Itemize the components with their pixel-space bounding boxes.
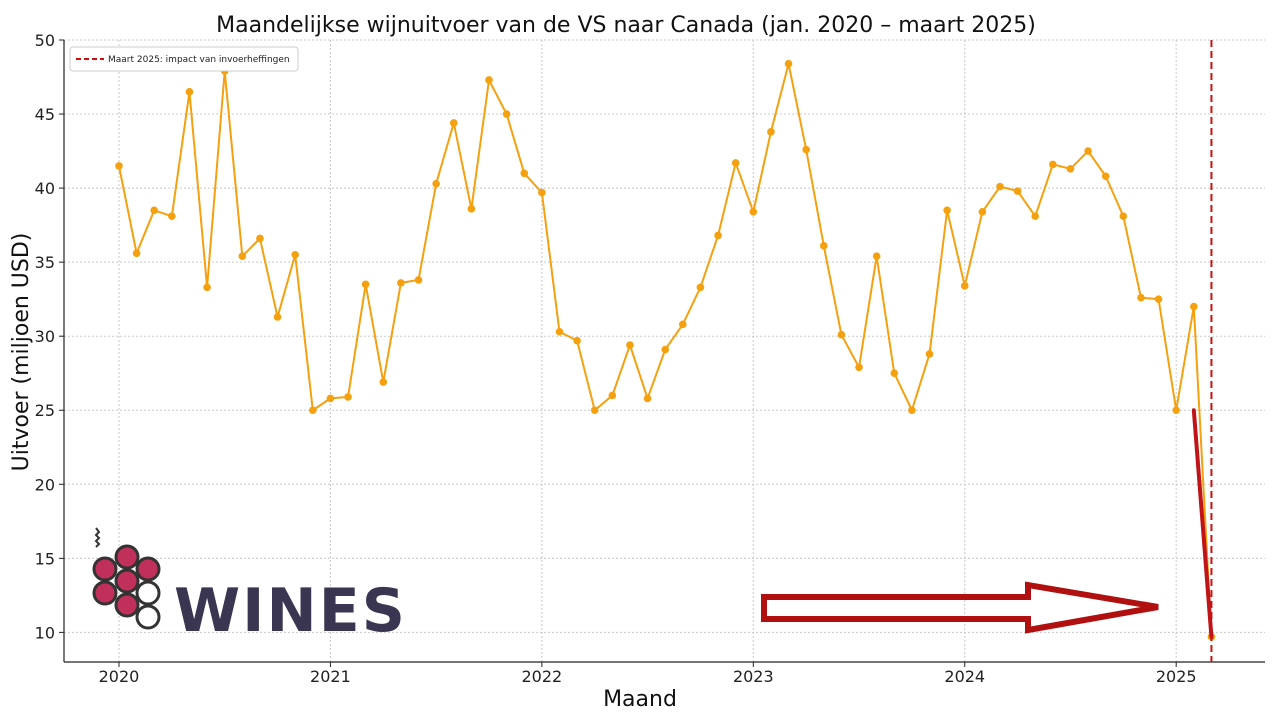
data-point: [784, 59, 793, 68]
grid: [64, 39, 1265, 662]
drop-highlight-line: [1191, 408, 1214, 639]
data-point: [467, 205, 476, 213]
data-point: [203, 283, 211, 292]
y-tick-label: 30: [35, 327, 55, 346]
data-point: [872, 252, 881, 261]
data-point: [608, 391, 617, 400]
data-point: [590, 406, 599, 415]
data-point: [150, 206, 159, 215]
data-point: [573, 336, 581, 345]
data-point: [1031, 212, 1040, 221]
x-tick-label: 2023: [733, 667, 774, 686]
x-axis-label: Maand: [603, 687, 677, 712]
data-point: [837, 330, 846, 339]
data-point: [1190, 302, 1198, 311]
right-arrow-icon: [761, 581, 1159, 634]
data-point: [432, 179, 440, 188]
x-tick-label: 2025: [1156, 667, 1197, 686]
grape-cluster-icon: [92, 544, 161, 630]
data-point: [538, 188, 546, 197]
data-point: [819, 242, 828, 250]
data-point: [1066, 165, 1075, 173]
data-point: [696, 283, 705, 292]
chart-title: Maandelijkse wijnuitvoer van de VS naar …: [216, 13, 1036, 38]
wines-logo: WINES: [92, 527, 407, 646]
data-point: [344, 393, 352, 401]
data-point: [1013, 187, 1022, 195]
data-point: [714, 231, 722, 240]
logo-text: WINES: [174, 576, 407, 646]
data-point: [1119, 212, 1128, 221]
x-tick-label: 2024: [944, 667, 985, 686]
y-axis-ticks: 10 15 20 25 30 35 40 45 50: [35, 31, 64, 642]
y-tick-label: 35: [35, 253, 55, 272]
drop-highlight: [1191, 408, 1214, 639]
y-tick-label: 25: [35, 401, 55, 420]
y-tick-label: 40: [35, 179, 55, 198]
data-point: [379, 378, 388, 386]
x-axis-ticks: 2020 2021 2022 2023 2024 2025: [99, 662, 1197, 686]
data-point: [749, 207, 758, 216]
data-point: [890, 369, 899, 378]
data-point: [978, 207, 987, 216]
data-point: [1101, 172, 1110, 181]
data-point: [908, 406, 916, 415]
data-point: [414, 276, 423, 284]
y-tick-label: 50: [35, 31, 55, 50]
data-point: [943, 206, 951, 215]
data-point: [767, 128, 775, 136]
series-group: [115, 59, 1216, 641]
y-tick-label: 20: [35, 475, 55, 494]
data-point: [449, 119, 458, 127]
data-point: [308, 406, 317, 415]
data-point: [679, 320, 687, 329]
data-point: [855, 363, 863, 372]
data-point: [996, 182, 1004, 191]
y-tick-label: 45: [35, 105, 55, 124]
data-point: [802, 145, 810, 154]
data-point: [1084, 147, 1092, 155]
data-point: [925, 350, 934, 358]
x-tick-label: 2020: [99, 667, 140, 686]
y-tick-label: 15: [35, 549, 55, 568]
data-point: [256, 234, 264, 243]
legend: Maart 2025: impact van invoerheffingen: [69, 46, 299, 72]
x-tick-label: 2021: [310, 667, 351, 686]
data-point: [520, 169, 529, 178]
x-tick-label: 2022: [522, 667, 563, 686]
data-point: [960, 282, 969, 290]
data-point: [291, 250, 299, 259]
data-point: [273, 313, 282, 321]
data-point: [168, 212, 176, 221]
data-point: [1154, 295, 1163, 303]
data-point: [485, 76, 493, 84]
grape-stem-icon: [94, 527, 101, 548]
legend-entry-tariff: Maart 2025: impact van invoerheffingen: [108, 55, 290, 65]
data-point: [555, 327, 564, 336]
data-point: [643, 394, 652, 403]
data-point: [1137, 293, 1145, 302]
data-point: [132, 249, 141, 258]
data-point: [1049, 160, 1057, 169]
data-point: [115, 162, 123, 170]
data-point: [661, 345, 670, 354]
data-point: [361, 280, 370, 289]
data-point: [731, 159, 740, 167]
data-point: [185, 88, 194, 96]
data-point: [326, 394, 335, 403]
y-tick-label: 10: [35, 623, 55, 642]
data-point: [626, 341, 634, 349]
data-point: [397, 279, 405, 287]
data-point: [502, 110, 511, 118]
data-point: [238, 252, 247, 261]
data-point: [1172, 406, 1180, 415]
y-axis-label: Uitvoer (miljoen USD): [9, 233, 34, 472]
